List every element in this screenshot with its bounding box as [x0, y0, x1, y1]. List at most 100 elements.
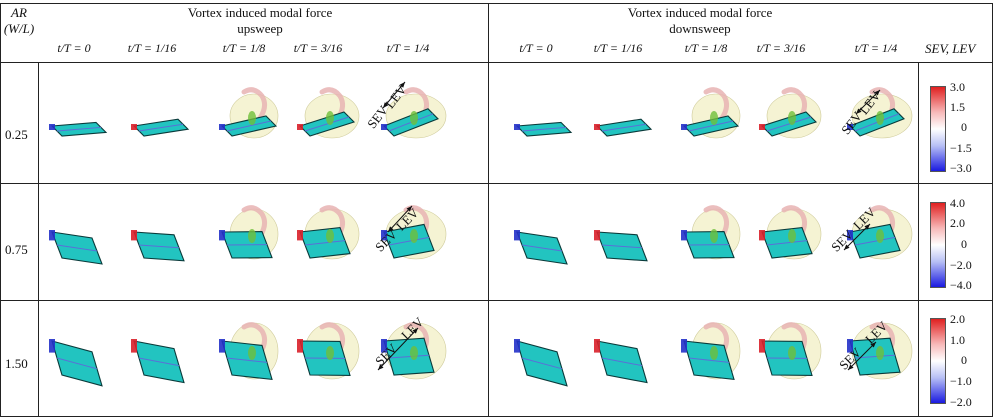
plate-midline-right-r2-c3 [766, 240, 808, 246]
vortex-core-left-r1-c2 [248, 111, 256, 125]
vortex-core-left-r3-c3 [326, 346, 334, 360]
colorbar-1-tick-3: −1.5 [950, 141, 972, 155]
vortex-core-right-r3-c4 [876, 346, 884, 360]
label-column-rule [38, 62, 39, 417]
edge-vortex-left-r2-c1 [131, 230, 137, 241]
sev-lev-arrow-left-row1-head-1 [383, 102, 389, 108]
table-top-rule [0, 3, 993, 4]
vortex-core-left-r2-c4 [410, 229, 418, 243]
plate-midline-left-r2-c1 [138, 244, 180, 249]
sev-lev-arrow-right-row3-head-1 [848, 364, 854, 370]
vortex-core-left-r3-c2 [248, 346, 256, 360]
colorbar-2-tick-2: 0 [961, 237, 967, 251]
edge-vortex-left-r1-c0 [49, 124, 55, 130]
plate-midline-right-r2-c1 [601, 244, 643, 249]
vortex-core-left-r3-c4 [410, 346, 418, 360]
sev-lev-arrow-right-row2-head-1 [844, 244, 850, 250]
vortex-core-right-r3-c2 [710, 346, 718, 360]
sev-lev-arrow-left-row3 [377, 327, 419, 371]
edge-vortex-right-r2-c4 [847, 230, 853, 241]
edge-vortex-right-r1-c2 [681, 124, 687, 130]
colorbar-header: SEV, LEV [925, 41, 976, 56]
edge-vortex-right-r2-c1 [594, 230, 600, 241]
sev-lev-arrow-left-row1 [382, 81, 406, 109]
edge-vortex-right-r1-c3 [759, 124, 765, 130]
sev-lev-arrow-right-row2-head-0 [864, 224, 870, 230]
edge-vortex-right-r1-c0 [514, 124, 520, 130]
colorbar-row-3 [930, 318, 946, 404]
plate-midline-left-r1-c3 [304, 116, 350, 132]
plate-midline-left-r3-c1 [138, 357, 180, 367]
row-label-ar-0.25: 0.25 [5, 127, 28, 142]
sev-lev-arrow-left-row3-head-1 [378, 364, 384, 370]
time-label-right-1: t/T = 1/16 [593, 41, 643, 55]
row-label-ar-0.75: 0.75 [5, 242, 28, 257]
sev-lev-arrow-left-row2 [387, 205, 413, 233]
table-bottom-rule [0, 416, 993, 417]
plate-midline-left-r1-c1 [138, 123, 184, 132]
edge-vortex-left-r3-c2 [219, 339, 225, 353]
edge-vortex-right-r3-c2 [681, 339, 687, 353]
edge-vortex-left-r1-c2 [219, 124, 225, 130]
right-panel-subtitle: downsweep [669, 21, 731, 36]
edge-vortex-left-r2-c2 [219, 230, 225, 241]
ar-header: AR [11, 5, 27, 20]
vortex-tube-left-r2-c2 [241, 205, 268, 239]
row-rule-1 [0, 183, 993, 184]
time-label-left-2: t/T = 1/8 [222, 41, 266, 55]
time-label-left-0: t/T = 0 [57, 41, 91, 55]
colorbar-3-tick-3: −1.0 [950, 374, 972, 388]
time-label-right-0: t/T = 0 [519, 41, 553, 55]
vortex-tube-left-r1-c3 [319, 87, 346, 121]
plate-midline-right-r1-c2 [688, 120, 734, 132]
colorbar-row-1 [930, 86, 946, 172]
sev-lev-arrow-left-row1-head-0 [399, 82, 405, 88]
time-label-right-2: t/T = 1/8 [684, 41, 728, 55]
time-label-right-4: t/T = 1/4 [854, 41, 898, 55]
vortex-core-right-r1-c2 [710, 111, 718, 125]
time-label-right-3: t/T = 3/16 [756, 41, 806, 55]
edge-vortex-left-r3-c0 [49, 339, 55, 353]
vortex-core-left-r2-c2 [248, 229, 256, 243]
vortex-tube-right-r2-c2 [703, 205, 730, 239]
colorbar-2-tick-0: 4.0 [950, 196, 965, 210]
edge-vortex-right-r3-c0 [514, 339, 520, 353]
vortex-core-right-r1-c3 [788, 111, 796, 125]
row-rule-2 [0, 300, 993, 301]
vortex-core-left-r1-c4 [410, 111, 418, 125]
vortex-tube-right-r3-c2 [703, 322, 730, 356]
sev-lev-arrow-left-row2-head-1 [388, 226, 394, 232]
colorbar-3-tick-1: 1.0 [950, 333, 965, 347]
colorbar-2-tick-1: 2.0 [950, 216, 965, 230]
plate-midline-left-r2-c4 [388, 236, 430, 246]
ar-subheader: (W/L) [3, 21, 35, 36]
edge-vortex-left-r1-c1 [131, 124, 137, 130]
time-label-left-1: t/T = 1/16 [127, 41, 177, 55]
plate-midline-right-r1-c0 [521, 126, 567, 132]
edge-vortex-left-r3-c3 [297, 339, 303, 353]
colorbar-1-tick-4: −3.0 [950, 161, 972, 175]
vortex-tube-right-r2-c3 [781, 205, 808, 239]
sev-lev-arrow-right-row1 [855, 89, 881, 115]
plate-midline-right-r1-c3 [766, 116, 812, 132]
plate-midline-left-r1-c0 [56, 126, 102, 132]
plate-midline-left-r3-c4 [388, 354, 430, 359]
sev-lev-arrow-right-row1-head-1 [856, 108, 862, 114]
edge-vortex-left-r2-c0 [49, 230, 55, 241]
sev-lev-arrow-right-row3-head-0 [870, 342, 876, 348]
table-left-rule [0, 3, 1, 417]
colorbar-row-2 [930, 202, 946, 288]
time-label-left-3: t/T = 3/16 [293, 41, 343, 55]
edge-vortex-left-r3-c1 [131, 339, 137, 353]
plate-midline-right-r3-c4 [854, 354, 896, 359]
colorbar-2-tick-4: −4.0 [950, 278, 972, 292]
edge-vortex-left-r2-c4 [381, 230, 387, 241]
sev-lev-arrow-right-row3 [847, 341, 877, 371]
vortex-core-right-r3-c3 [788, 346, 796, 360]
left-panel-title: Vortex induced modal force [187, 5, 333, 20]
colorbar-1-tick-1: 1.5 [950, 100, 965, 114]
row-label-ar-1.50: 1.50 [5, 356, 28, 371]
edge-vortex-right-r2-c0 [514, 230, 520, 241]
vortex-tube-left-r1-c2 [241, 87, 268, 121]
